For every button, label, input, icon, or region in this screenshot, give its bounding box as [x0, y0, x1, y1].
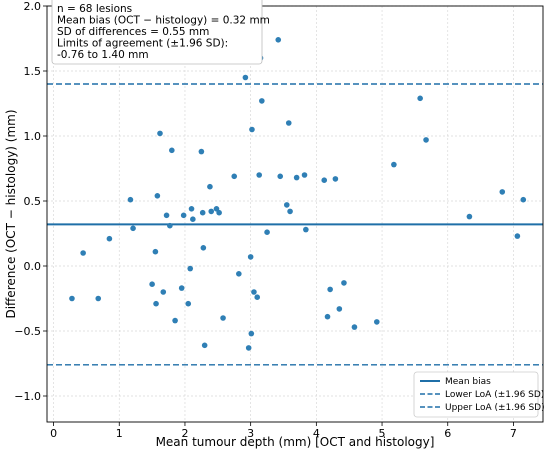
data-point	[172, 317, 178, 324]
data-point	[95, 295, 102, 302]
data-point	[417, 95, 423, 102]
data-point	[423, 137, 429, 143]
data-point	[169, 147, 175, 154]
reference-lines	[47, 83, 543, 366]
data-point	[154, 193, 161, 199]
data-point	[178, 285, 185, 291]
data-point	[373, 319, 380, 325]
data-point	[499, 189, 506, 195]
data-point	[287, 208, 293, 215]
data-point	[285, 120, 292, 126]
x-tick-label: 2	[181, 427, 188, 440]
data-point	[293, 174, 300, 181]
data-point	[80, 250, 86, 256]
data-point	[201, 342, 208, 349]
y-tick-label: 1.5	[24, 65, 42, 78]
data-point	[254, 294, 261, 301]
y-tick-label: 2.0	[24, 0, 42, 13]
data-point	[341, 280, 347, 286]
data-point	[251, 289, 257, 295]
legend-label-mean-bias: Mean bias	[445, 377, 491, 387]
data-point	[127, 196, 134, 203]
data-point	[187, 265, 194, 272]
x-axis-label: Mean tumour depth (mm) [OCT and histolog…	[156, 435, 435, 449]
data-point	[256, 172, 262, 178]
legend-label-upper-loa: Upper LoA (±1.96 SD)	[445, 403, 545, 413]
data-point	[332, 176, 339, 182]
data-point	[188, 206, 195, 212]
data-point	[336, 306, 343, 312]
data-point	[321, 177, 328, 183]
annotation-line: Mean bias (OCT − histology) = 0.32 mm	[57, 15, 270, 27]
y-tick-label: 0.5	[24, 195, 42, 208]
data-point	[130, 225, 136, 232]
legend-background	[413, 371, 539, 418]
data-point	[149, 281, 155, 288]
y-tick-label: −0.5	[14, 325, 41, 338]
data-point	[466, 213, 473, 220]
data-point	[247, 254, 254, 260]
data-points	[69, 37, 527, 351]
data-point	[208, 208, 215, 215]
data-point	[216, 209, 222, 216]
x-tick-label: 1	[116, 427, 123, 440]
data-point	[69, 295, 75, 302]
x-tick-label: 5	[379, 427, 386, 440]
data-point	[153, 300, 159, 307]
data-point	[249, 126, 255, 133]
data-point	[190, 216, 196, 222]
data-point	[514, 233, 521, 239]
data-point	[351, 324, 358, 330]
data-point	[185, 300, 192, 307]
data-point	[157, 130, 163, 137]
data-point	[259, 98, 265, 104]
x-tick-label: 6	[444, 427, 451, 440]
x-tick-label: 7	[510, 427, 517, 440]
data-point	[327, 286, 333, 293]
data-point	[283, 202, 290, 208]
data-point	[163, 212, 170, 219]
data-point	[248, 330, 255, 337]
data-point	[275, 37, 282, 43]
annotation-line: -0.76 to 1.40 mm	[57, 49, 149, 61]
annotation-background	[51, 0, 263, 65]
data-point	[106, 235, 113, 242]
legend: Mean bias Lower LoA (±1.96 SD) Upper LoA…	[413, 371, 545, 418]
data-point	[207, 183, 213, 190]
legend-label-lower-loa: Lower LoA (±1.96 SD)	[445, 390, 544, 400]
annotation-line: SD of differences = 0.55 mm	[57, 26, 209, 38]
data-point	[264, 229, 270, 235]
axis-ticks: 0 1 2 3 4 5 6 7 −1.0 −0.5 0.0 0.5 1.0 1.5 2.0	[14, 0, 517, 440]
plot-frame	[46, 5, 544, 423]
data-point	[199, 209, 206, 216]
data-point	[301, 172, 308, 178]
data-point	[520, 196, 527, 203]
data-point	[245, 345, 252, 351]
data-point	[277, 173, 284, 180]
data-point	[303, 226, 309, 233]
annotation-line: n = 68 lesions	[57, 3, 132, 15]
x-tick-label: 3	[247, 427, 254, 440]
data-point	[220, 315, 226, 321]
data-point	[391, 161, 397, 168]
annotation-box: n = 68 lesions Mean bias (OCT − histolog…	[51, 0, 270, 65]
data-point	[152, 248, 159, 255]
annotation-line: Limits of agreement (±1.96 SD):	[57, 38, 228, 50]
data-point	[200, 245, 207, 251]
data-point	[242, 74, 249, 81]
data-point	[324, 313, 331, 320]
y-tick-label: −1.0	[14, 390, 41, 403]
y-tick-label: 1.0	[24, 130, 42, 143]
y-axis-label: Difference (OCT − histology) (mm)	[4, 109, 18, 318]
data-point	[231, 173, 238, 180]
x-tick-label: 4	[313, 427, 320, 440]
data-point	[160, 289, 167, 295]
data-point	[167, 222, 173, 229]
data-point	[180, 212, 187, 219]
x-tick-label: 0	[50, 427, 57, 440]
y-tick-label: 0.0	[24, 260, 42, 273]
data-point	[198, 148, 205, 155]
data-point	[236, 271, 242, 277]
